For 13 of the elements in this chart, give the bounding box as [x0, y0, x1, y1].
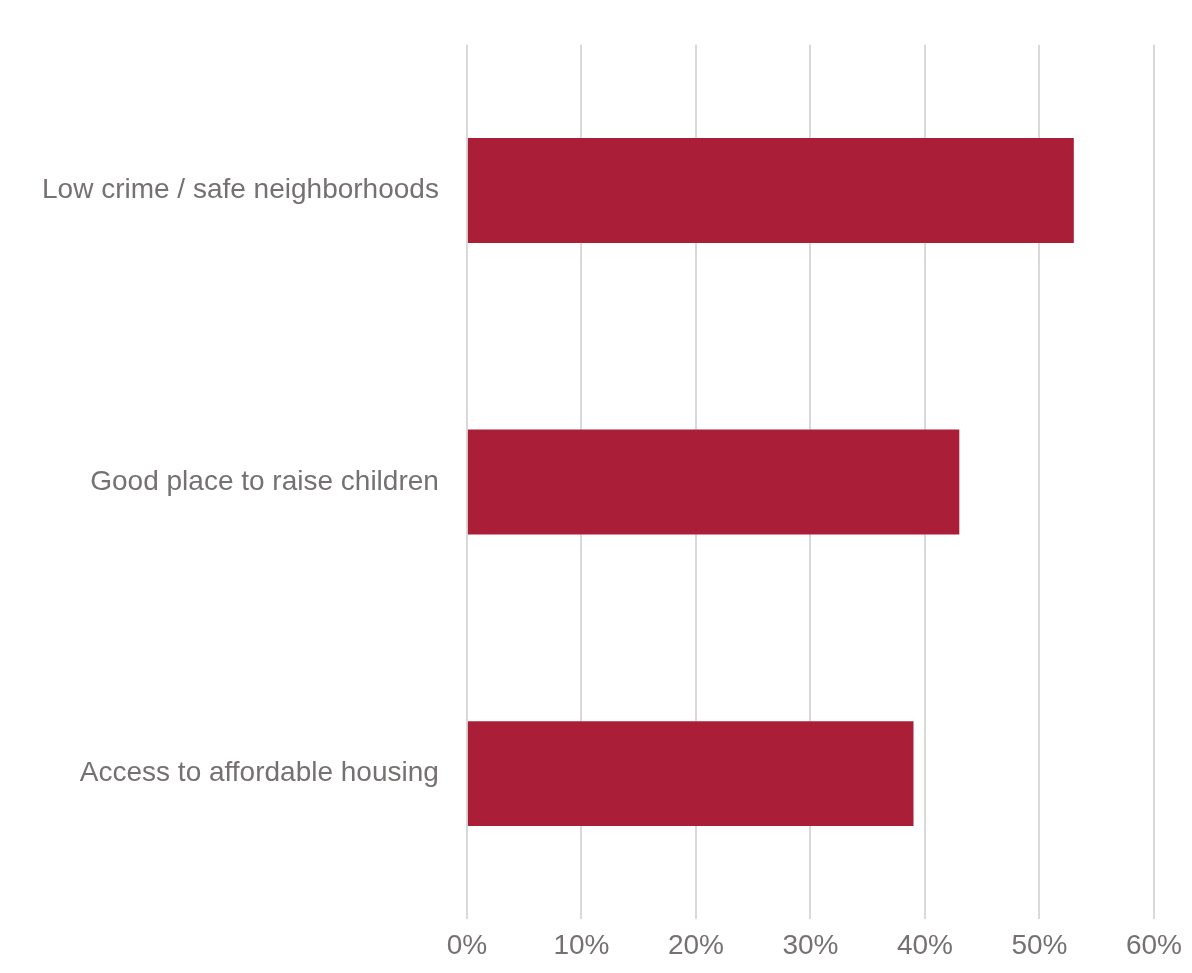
bar [467, 138, 1074, 244]
bar [467, 721, 914, 827]
y-tick-label: Good place to raise children [90, 464, 439, 496]
x-tick-label: 20% [667, 928, 724, 960]
bar [467, 429, 960, 535]
x-tick-label: 30% [782, 928, 839, 960]
x-tick-label: 60% [1125, 928, 1182, 960]
x-tick-label: 10% [553, 928, 610, 960]
x-tick-label: 0% [446, 928, 488, 960]
x-tick-label: 50% [1011, 928, 1068, 960]
x-tick-label: 40% [896, 928, 953, 960]
y-tick-label: Low crime / safe neighborhoods [41, 173, 439, 205]
y-tick-label: Access to affordable housing [79, 756, 439, 788]
